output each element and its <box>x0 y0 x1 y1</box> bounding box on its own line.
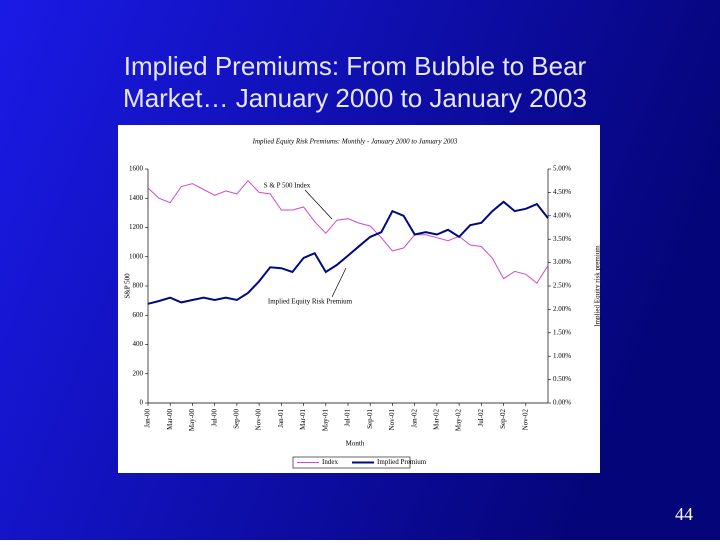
y-tick-label: 800 <box>133 282 144 290</box>
x-tick-label: May-00 <box>188 409 196 432</box>
x-tick-label: Jul-01 <box>344 409 352 427</box>
y-tick-label: 400 <box>133 340 144 348</box>
annotation-arrow <box>304 189 333 220</box>
y2-tick-label: 5.00% <box>553 165 571 173</box>
annotation: Implied Equity Risk Premium <box>268 298 353 306</box>
x-tick-label: Mar-02 <box>432 409 440 430</box>
x-tick-label: Nov-00 <box>255 409 263 431</box>
y-axis-label: S&P 500 <box>124 273 132 299</box>
y-tick-label: 600 <box>133 311 144 319</box>
y2-tick-label: 1.50% <box>553 328 571 336</box>
x-tick-label: Sep-02 <box>499 409 507 429</box>
y2-axis-label: Implied Equity risk premium <box>594 245 602 327</box>
chart-title: Implied Equity Risk Premiums: Monthly - … <box>252 138 458 146</box>
y2-tick-label: 0.50% <box>553 375 571 383</box>
x-tick-label: Jul-00 <box>210 409 218 427</box>
y-tick-label: 0 <box>140 399 144 407</box>
y-tick-label: 1000 <box>129 252 144 260</box>
y2-tick-label: 3.50% <box>553 235 571 243</box>
x-tick-label: Sep-01 <box>366 409 374 429</box>
y2-tick-label: 0.00% <box>553 399 571 407</box>
y2-tick-label: 2.50% <box>553 282 571 290</box>
x-tick-label: Nov-02 <box>521 409 529 431</box>
x-tick-label: Nov-01 <box>388 409 396 431</box>
slide-title: Market… January 2000 to January 2003 <box>123 83 587 113</box>
y2-tick-label: 1.00% <box>553 352 571 360</box>
y-tick-label: 1400 <box>129 194 144 202</box>
legend-box <box>292 456 411 469</box>
x-tick-label: May-02 <box>455 409 463 432</box>
x-tick-label: Jan-01 <box>277 409 285 428</box>
x-tick-label: Jan-02 <box>410 409 418 428</box>
legend-label: Index <box>322 458 338 466</box>
y2-tick-label: 3.00% <box>553 258 571 266</box>
x-tick-label: Jan-00 <box>144 409 152 428</box>
annotation-arrow <box>331 267 347 298</box>
y2-tick-label: 4.50% <box>553 188 571 196</box>
annotation: S & P 500 Index <box>264 182 311 190</box>
y-tick-label: 1200 <box>129 223 144 231</box>
legend-label: Implied Premium <box>377 458 427 466</box>
x-tick-label: Jul-02 <box>477 409 485 427</box>
x-tick-label: Sep-00 <box>232 409 240 429</box>
series-line <box>147 200 549 305</box>
slide-title: Implied Premiums: From Bubble to Bear <box>124 51 587 81</box>
y-tick-label: 200 <box>133 369 144 377</box>
series-line <box>147 179 549 284</box>
x-tick-label: May-01 <box>321 409 329 432</box>
page-number: 44 <box>675 504 693 524</box>
y-tick-label: 1600 <box>129 165 144 173</box>
x-axis-label: Month <box>346 440 365 448</box>
y2-tick-label: 2.00% <box>553 305 571 313</box>
y2-tick-label: 4.00% <box>553 211 571 219</box>
x-tick-label: Mar-00 <box>166 409 174 430</box>
x-tick-label: Mar-01 <box>299 409 307 430</box>
